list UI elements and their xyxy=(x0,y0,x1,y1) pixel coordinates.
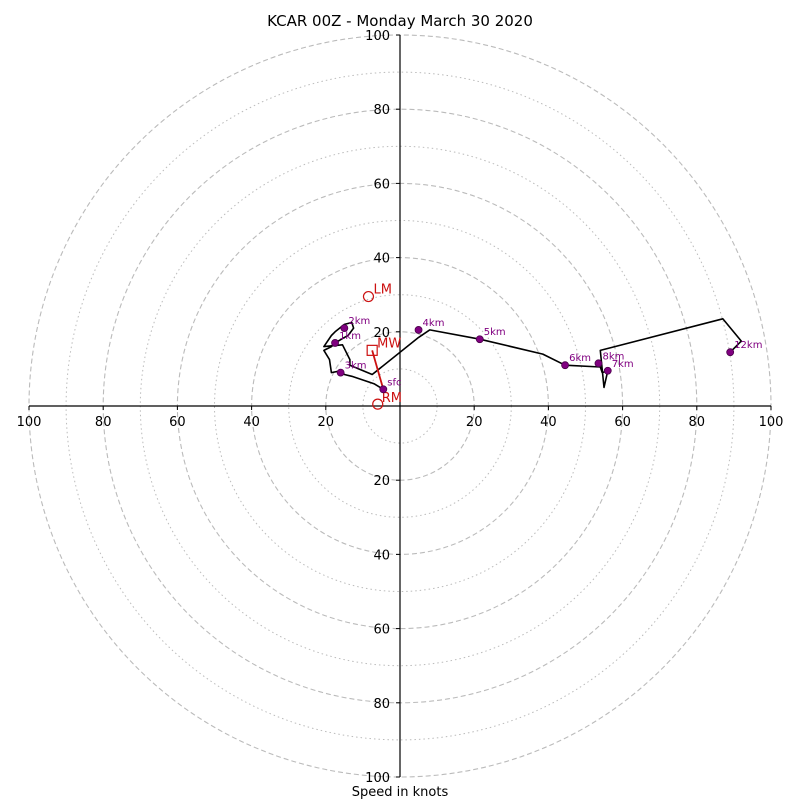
x-tick-label: 60 xyxy=(169,415,186,430)
hodograph-trace-layer xyxy=(323,317,743,390)
height-marker-5km xyxy=(475,335,484,344)
height-label-4km: 4km xyxy=(423,318,445,329)
tick-labels: 100 80 60 40 20 20 40 60 80 100 100 80 60 40 20 20 40 60 8… xyxy=(17,29,784,786)
hodograph-trace-line xyxy=(323,317,743,390)
height-label-1km: 1km xyxy=(339,331,361,342)
y-tick-label: 100 xyxy=(365,771,390,786)
x-tick-label: 60 xyxy=(614,415,631,430)
x-tick-label: 40 xyxy=(243,415,260,430)
x-tick-label: 20 xyxy=(466,415,483,430)
y-tick-label: 20 xyxy=(373,326,390,341)
mean-wind-marker xyxy=(366,344,378,356)
axes xyxy=(29,35,771,777)
y-tick-label: 80 xyxy=(373,697,390,712)
height-label-8km: 8km xyxy=(602,351,624,362)
height-marker-7km xyxy=(603,366,612,375)
left-mover-label: LM xyxy=(373,283,391,298)
x-tick-label: 80 xyxy=(95,415,112,430)
height-label-2km: 2km xyxy=(348,316,370,327)
height-label-6km: 6km xyxy=(569,353,591,364)
height-marker-2km xyxy=(340,324,349,332)
y-tick-label: 20 xyxy=(373,474,390,489)
y-tick-label: 60 xyxy=(373,177,390,192)
height-marker-12km xyxy=(726,348,735,357)
height-marker-6km xyxy=(561,361,569,370)
height-label-7km: 7km xyxy=(612,359,634,370)
height-marker-3km xyxy=(336,368,345,377)
x-tick-label: 20 xyxy=(318,415,335,430)
storm-motion-layer: LM MW RM xyxy=(362,283,402,410)
height-marker-4km xyxy=(414,326,423,334)
x-axis-label: Speed in knots xyxy=(352,785,449,800)
y-tick-label: 60 xyxy=(373,623,390,638)
x-tick-label: 100 xyxy=(759,415,784,430)
y-tick-label: 40 xyxy=(373,548,390,563)
right-mover-label: RM xyxy=(382,391,402,406)
x-tick-label: 40 xyxy=(540,415,557,430)
shear-vector-line xyxy=(371,350,385,390)
x-tick-label: 80 xyxy=(689,415,706,430)
y-tick-label: 40 xyxy=(373,252,390,267)
height-label-12km: 12km xyxy=(734,340,762,351)
mean-wind-label: MW xyxy=(377,336,401,351)
y-tick-label: 100 xyxy=(365,29,390,44)
chart-title: KCAR 00Z - Monday March 30 2020 xyxy=(267,12,533,30)
height-marker-1km xyxy=(331,339,339,347)
height-label-3km: 3km xyxy=(345,361,367,372)
y-tick-label: 80 xyxy=(373,103,390,118)
right-mover-marker xyxy=(372,398,384,410)
height-marker-sfc xyxy=(379,385,388,394)
left-mover-marker xyxy=(362,290,375,303)
height-marker-8km xyxy=(594,359,603,368)
x-tick-label: 100 xyxy=(17,415,42,430)
height-label-5km: 5km xyxy=(484,327,506,338)
height-label-sfc: sfc xyxy=(387,377,401,388)
